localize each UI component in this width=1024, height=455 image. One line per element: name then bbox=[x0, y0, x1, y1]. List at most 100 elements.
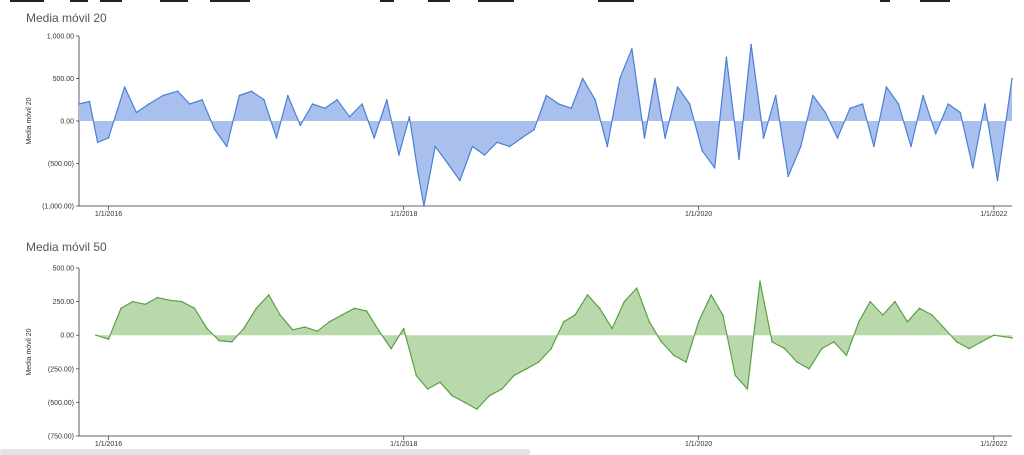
x-tick-label: 1/1/2018 bbox=[390, 211, 417, 218]
data-point bbox=[525, 368, 528, 370]
data-point bbox=[188, 103, 191, 105]
data-point bbox=[287, 94, 289, 97]
data-point bbox=[796, 361, 798, 363]
data-point bbox=[353, 307, 356, 310]
data-point bbox=[869, 300, 871, 303]
y-tick-label: (250.00) bbox=[48, 366, 74, 373]
data-point bbox=[812, 94, 814, 97]
data-point bbox=[386, 99, 388, 101]
data-point bbox=[238, 94, 241, 97]
data-point bbox=[725, 56, 728, 59]
data-point bbox=[336, 99, 338, 101]
data-point bbox=[463, 401, 466, 404]
data-point bbox=[631, 48, 633, 50]
data-point bbox=[774, 94, 777, 97]
data-point bbox=[291, 329, 294, 331]
data-point bbox=[131, 300, 134, 303]
data-point bbox=[849, 107, 851, 110]
data-point bbox=[402, 327, 405, 330]
data-point bbox=[918, 307, 921, 310]
data-point bbox=[120, 307, 122, 310]
data-point bbox=[996, 179, 999, 182]
data-point bbox=[135, 111, 138, 114]
data-point bbox=[162, 94, 164, 97]
data-point bbox=[701, 150, 703, 152]
data-point bbox=[619, 77, 621, 80]
data-point bbox=[897, 103, 900, 105]
data-point bbox=[738, 158, 740, 161]
data-point bbox=[107, 338, 110, 340]
x-tick-label: 1/1/2020 bbox=[685, 211, 712, 218]
data-point bbox=[275, 137, 278, 139]
data-point bbox=[697, 321, 700, 323]
data-point bbox=[833, 341, 835, 343]
data-point bbox=[311, 103, 314, 105]
x-tick-label: 1/1/2016 bbox=[95, 211, 122, 218]
y-tick-label: 1,000.00 bbox=[47, 34, 74, 41]
series-line bbox=[78, 43, 1013, 207]
data-point bbox=[373, 137, 376, 139]
data-point bbox=[328, 321, 331, 323]
data-point bbox=[664, 137, 666, 139]
data-point bbox=[255, 307, 258, 310]
data-point bbox=[984, 103, 986, 105]
chart-title: Media móvil 50 bbox=[26, 240, 107, 254]
data-point bbox=[439, 381, 441, 383]
data-point bbox=[934, 133, 937, 135]
data-point bbox=[243, 327, 245, 330]
data-point bbox=[483, 154, 486, 156]
data-point bbox=[906, 321, 909, 323]
data-point bbox=[955, 341, 958, 343]
data-point bbox=[390, 347, 393, 350]
y-tick-label: 500.00 bbox=[53, 76, 75, 83]
y-axis-label: Media móvil 20 bbox=[26, 328, 33, 375]
y-tick-label: (750.00) bbox=[48, 434, 74, 441]
data-point bbox=[980, 341, 983, 343]
data-point bbox=[144, 303, 146, 306]
data-point bbox=[710, 294, 712, 296]
data-point bbox=[959, 111, 962, 114]
data-point bbox=[558, 103, 560, 105]
data-point bbox=[673, 354, 675, 357]
data-point bbox=[968, 347, 970, 350]
data-point bbox=[713, 167, 716, 169]
data-point bbox=[324, 107, 326, 110]
horizontal-scrollbar[interactable] bbox=[0, 449, 530, 455]
data-point bbox=[476, 408, 478, 410]
data-point bbox=[417, 171, 419, 173]
x-tick-label: 1/1/2020 bbox=[685, 441, 712, 448]
data-point bbox=[496, 141, 498, 144]
data-point bbox=[836, 137, 839, 139]
data-point bbox=[894, 300, 896, 303]
data-point bbox=[378, 330, 380, 332]
data-point bbox=[250, 90, 253, 92]
series-area bbox=[79, 44, 1012, 206]
data-point bbox=[459, 179, 461, 182]
data-point bbox=[348, 116, 351, 118]
data-point bbox=[520, 137, 523, 139]
data-point bbox=[800, 145, 802, 148]
data-point bbox=[268, 294, 270, 296]
data-point bbox=[993, 334, 995, 336]
data-point bbox=[398, 154, 400, 156]
data-point bbox=[96, 141, 99, 144]
moving-average-50-chart: 500.00 250.00 0.00 (250.00) (500.00) (750.00)… bbox=[26, 266, 1013, 448]
data-point bbox=[415, 374, 418, 377]
clipped-top-ui bbox=[0, 0, 1024, 6]
data-point bbox=[787, 175, 789, 178]
data-point bbox=[861, 103, 864, 105]
data-point bbox=[471, 145, 474, 148]
data-point bbox=[1011, 337, 1013, 339]
data-point bbox=[931, 314, 933, 316]
data-point bbox=[654, 77, 656, 80]
data-point bbox=[206, 327, 208, 330]
data-point bbox=[636, 287, 638, 289]
data-point bbox=[508, 145, 511, 148]
data-point bbox=[722, 314, 724, 316]
data-point bbox=[263, 99, 265, 101]
data-point bbox=[824, 111, 827, 114]
chart-title: Media móvil 20 bbox=[26, 11, 107, 25]
data-point bbox=[746, 388, 749, 390]
data-point bbox=[611, 327, 613, 330]
data-point bbox=[858, 321, 860, 323]
